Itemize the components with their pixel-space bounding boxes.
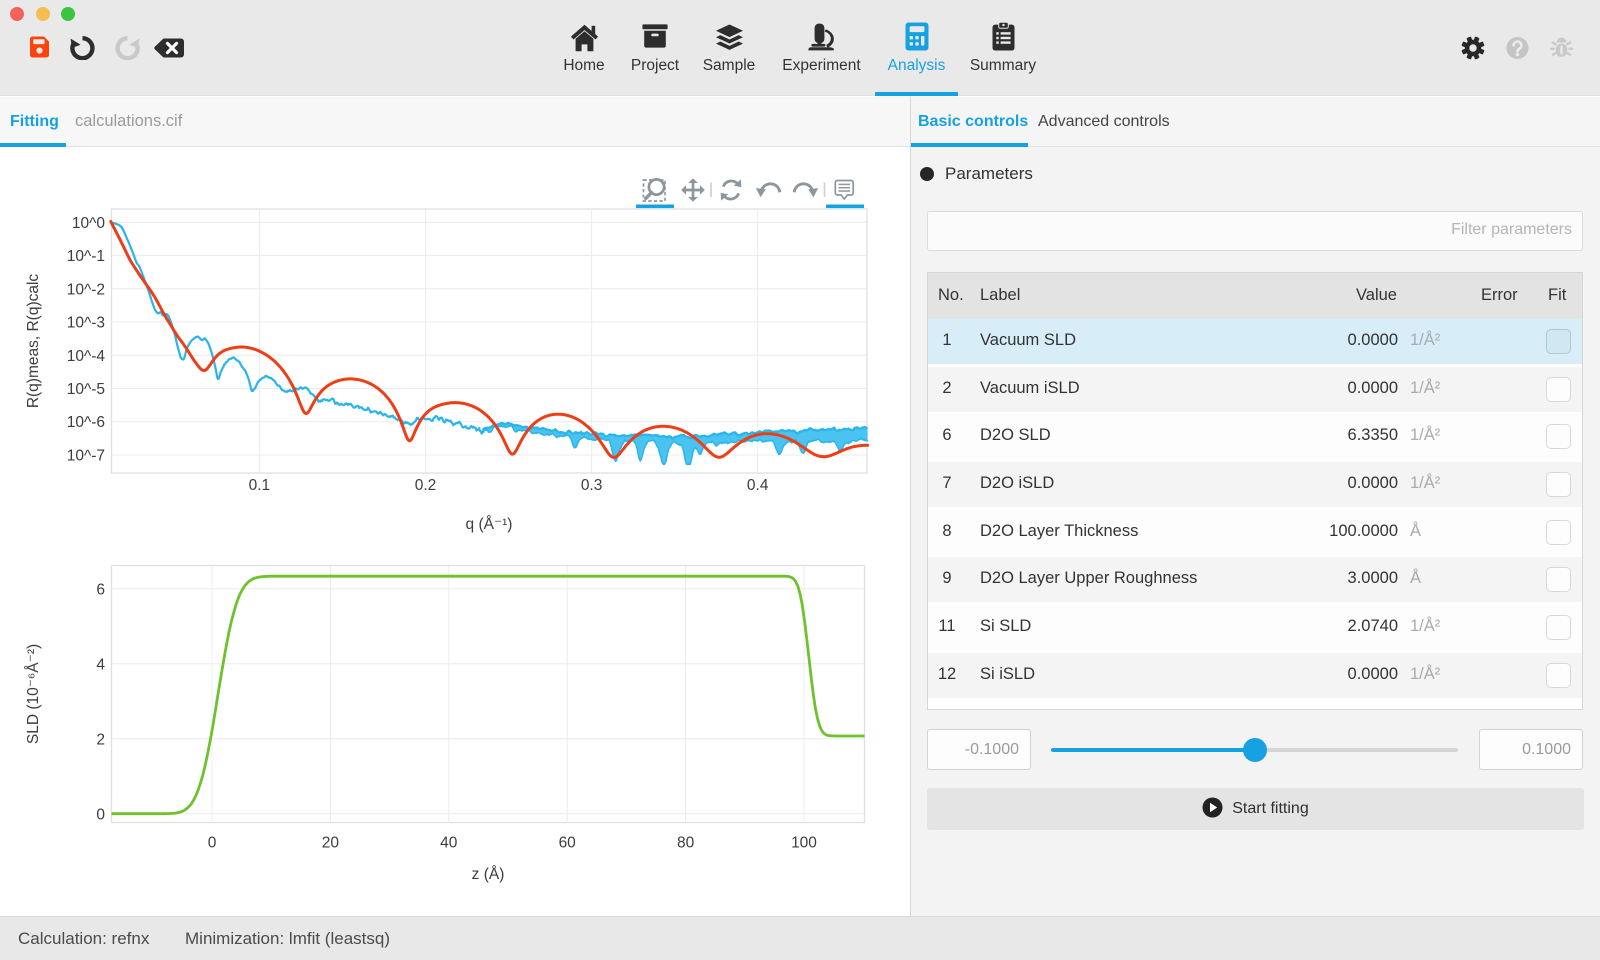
svg-text:10^-7: 10^-7: [67, 448, 105, 465]
svg-text:0: 0: [208, 835, 217, 852]
svg-text:10^-1: 10^-1: [67, 248, 105, 265]
svg-text:q (Å⁻¹): q (Å⁻¹): [466, 516, 513, 533]
svg-text:0.1: 0.1: [249, 477, 271, 494]
svg-text:100: 100: [791, 835, 817, 852]
svg-text:10^-2: 10^-2: [67, 281, 105, 298]
svg-text:10^-5: 10^-5: [67, 381, 105, 398]
svg-text:6: 6: [96, 581, 105, 598]
svg-text:10^-6: 10^-6: [67, 414, 105, 431]
svg-text:20: 20: [322, 835, 340, 852]
svg-text:10^-4: 10^-4: [67, 348, 106, 365]
svg-text:SLD (10⁻⁶Å⁻²): SLD (10⁻⁶Å⁻²): [25, 644, 42, 744]
svg-text:60: 60: [559, 835, 577, 852]
svg-text:4: 4: [96, 656, 105, 673]
svg-text:10^0: 10^0: [72, 215, 106, 232]
svg-text:0.2: 0.2: [415, 477, 437, 494]
svg-text:0: 0: [96, 806, 105, 823]
svg-text:10^-3: 10^-3: [67, 315, 105, 332]
svg-text:z (Å): z (Å): [472, 866, 505, 883]
svg-text:R(q)meas, R(q)calc: R(q)meas, R(q)calc: [25, 274, 42, 409]
svg-text:0.3: 0.3: [581, 477, 603, 494]
svg-text:2: 2: [96, 731, 105, 748]
svg-text:80: 80: [677, 835, 695, 852]
svg-text:40: 40: [440, 835, 458, 852]
svg-text:0.4: 0.4: [747, 477, 769, 494]
